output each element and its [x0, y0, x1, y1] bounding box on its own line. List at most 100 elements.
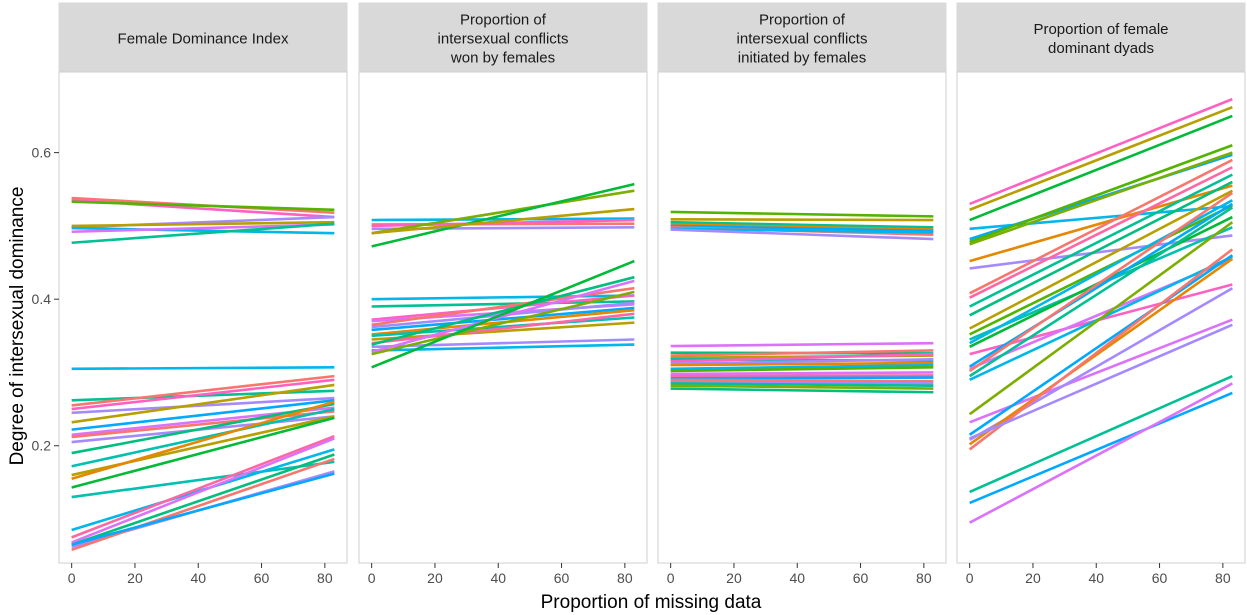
series-line	[670, 224, 934, 233]
series-line	[71, 396, 335, 415]
x-tick-label: 0	[966, 570, 974, 586]
strip-label: Female Dominance Index	[118, 31, 289, 48]
series-line	[670, 341, 934, 348]
series-line	[969, 204, 1233, 336]
series-line	[371, 217, 635, 222]
series-line	[71, 366, 335, 371]
series-line	[969, 158, 1233, 295]
series-line	[71, 400, 335, 480]
strip-label: Proportion of female	[1033, 21, 1168, 38]
x-tick-label: 20	[427, 570, 443, 586]
strip-label: won by females	[450, 50, 555, 67]
series-line	[670, 378, 934, 383]
series-line	[670, 382, 934, 387]
series-line	[670, 371, 934, 376]
series-line	[969, 144, 1233, 244]
series-line	[968, 257, 1234, 446]
series-line	[670, 384, 934, 390]
series-line	[71, 453, 335, 546]
series-line	[670, 363, 934, 371]
strip-label: Proportion of	[460, 12, 547, 29]
x-tick-label: 40	[789, 570, 805, 586]
series-line	[968, 248, 1234, 451]
series-line	[968, 221, 1234, 416]
series-line	[670, 380, 934, 385]
series-line	[371, 189, 635, 235]
series-line	[969, 323, 1233, 440]
series-line	[670, 228, 934, 241]
series-line	[969, 105, 1233, 211]
series-line	[670, 374, 934, 378]
series-line	[969, 391, 1233, 505]
series-line	[371, 294, 635, 301]
series-line	[969, 184, 1233, 263]
x-tick-label: 20	[127, 570, 143, 586]
series-line	[71, 407, 335, 468]
series-line	[670, 227, 934, 234]
series-line	[968, 191, 1234, 373]
x-tick-label: 20	[1025, 570, 1041, 586]
panel-2: Proportion of intersexual conflicts won by…	[358, 2, 648, 586]
series-line	[71, 402, 335, 455]
x-tick-label: 80	[617, 570, 633, 586]
series-line	[71, 435, 335, 539]
y-axis-title: Degree of intersexual dominance	[7, 187, 28, 466]
x-tick-label: 40	[490, 570, 506, 586]
x-tick-label: 20	[726, 570, 742, 586]
series-line	[969, 189, 1233, 330]
panel-border	[657, 71, 947, 564]
strip-background	[58, 2, 348, 73]
series-line	[969, 234, 1233, 270]
y-tick-label: 0.4	[32, 291, 52, 307]
series-line	[71, 200, 335, 212]
strip-label: dominant dyads	[1048, 40, 1154, 57]
series-line	[670, 223, 934, 231]
series-line	[371, 182, 635, 248]
x-tick-label: 0	[68, 570, 76, 586]
x-axis-title: Proportion of missing data	[541, 592, 762, 613]
series-line	[968, 254, 1234, 436]
panel-border	[358, 71, 648, 564]
strip-label: intersexual conflicts	[438, 31, 569, 48]
series-lines	[670, 210, 934, 394]
series-line	[670, 366, 934, 373]
series-line	[71, 226, 335, 235]
series-lines	[371, 182, 635, 369]
x-tick-label: 80	[317, 570, 333, 586]
series-lines	[968, 97, 1234, 524]
x-tick-label: 80	[1215, 570, 1231, 586]
series-line	[71, 399, 335, 431]
series-line	[371, 321, 635, 341]
y-tick-label: 0.2	[32, 438, 52, 454]
series-line	[371, 207, 635, 235]
series-line	[670, 357, 934, 365]
strip-background	[358, 2, 648, 73]
series-line	[71, 378, 335, 411]
series-line	[71, 383, 335, 424]
series-line	[71, 460, 335, 499]
panel-4: Proportion of female dominant dyads 0 20 40 6…	[956, 2, 1246, 586]
series-line	[968, 202, 1234, 368]
series-lines	[71, 196, 335, 552]
strip-label: initiated by females	[738, 50, 866, 67]
panels-layer: Female Dominance Index 0 20 40 60 80 0.2 0.4 0.6…	[32, 2, 1246, 586]
series-line	[969, 180, 1233, 317]
series-line	[371, 312, 635, 345]
series-line	[969, 382, 1233, 524]
series-line	[969, 97, 1233, 206]
series-line	[71, 220, 335, 228]
series-line	[670, 361, 934, 367]
series-line	[670, 220, 934, 229]
series-line	[371, 306, 635, 332]
x-tick-label: 80	[916, 570, 932, 586]
x-tick-label: 60	[254, 570, 270, 586]
series-line	[71, 437, 335, 544]
panel-1: Female Dominance Index 0 20 40 60 80 0.2 0.4 0.6	[32, 2, 348, 586]
strip-label: intersexual conflicts	[737, 31, 868, 48]
series-line	[371, 275, 635, 346]
series-line	[371, 259, 635, 369]
series-line	[71, 416, 335, 489]
series-line	[969, 114, 1233, 222]
x-tick-label: 0	[368, 570, 376, 586]
